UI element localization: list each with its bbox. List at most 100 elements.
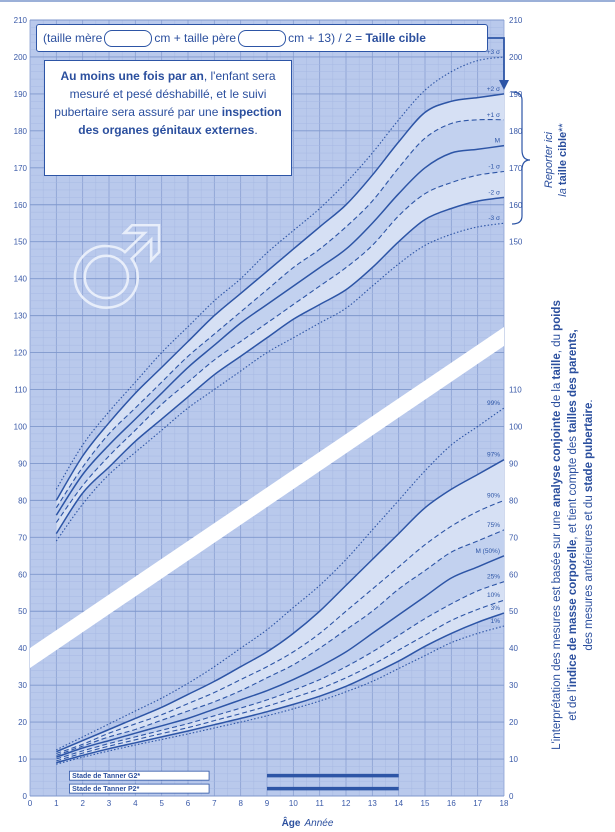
note-bold-2: inspection des organes génitaux externes: [78, 105, 282, 137]
reporter-line-1: Reporter ici: [543, 131, 555, 188]
top-rule: [0, 0, 615, 2]
weight-curve: [56, 499, 505, 755]
x-axis: 0 1 2 3 4 5 6 7 8 9 10 11 12 13 14 15 16 17 18: [28, 799, 509, 808]
tanner-label: Stade de Tanner G2*: [72, 773, 140, 780]
x-tick-label: 2: [80, 799, 85, 808]
y-tick-right-weight: 80: [509, 496, 518, 505]
height-curves: [55, 56, 505, 542]
weight-series-label: M (50%): [475, 548, 500, 555]
y-tick-label: 180: [14, 127, 28, 136]
x-tick-label: 17: [473, 799, 482, 808]
x-tick-label: 13: [368, 799, 377, 808]
height-curve: [55, 93, 505, 501]
height-curve: [55, 170, 505, 523]
interp-2b: indice de masse corporelle: [567, 540, 579, 688]
height-series-label: +3 σ: [487, 49, 500, 56]
interp-2a: et de l': [567, 687, 579, 721]
tanner-label-box: [69, 783, 210, 794]
y-tick-right-weight: 70: [509, 533, 518, 542]
x-tick-label: 0: [28, 799, 33, 808]
y-tick-right-weight: 100: [509, 422, 523, 431]
note-text-1: , l'enfant sera mesuré et pesé déshabill…: [54, 69, 276, 119]
formula-part-2: cm + taille père: [154, 31, 237, 45]
target-height-arrowhead: [499, 80, 509, 90]
interp-3b: stade pubertaire: [583, 403, 595, 492]
x-tick-label: 10: [289, 799, 298, 808]
y-tick-label: 30: [18, 681, 27, 690]
height-band: [56, 119, 505, 523]
weight-curve: [56, 555, 505, 758]
formula-part-1: (taille mère: [43, 31, 103, 45]
y-axis-right: 150 160 170 180 190 200 210 0 10 20 30 40 50 60 70 80 90…: [509, 16, 523, 801]
x-tick-label: 4: [133, 799, 138, 808]
interp-2c: , et tient compte des: [567, 433, 579, 540]
y-tick-label: 130: [14, 312, 28, 321]
tanner-bars: Stade de Tanner G2* Stade de Tanner P2*: [69, 770, 399, 794]
height-series-label: -3 σ: [488, 215, 500, 222]
interpretation-note: L'interprétation des mesures est basée s…: [551, 300, 595, 750]
weight-series-label: 3%: [491, 605, 501, 612]
y-axis-left: 0 10 20 30 40 50 60 70 80 90 100 110 120 130 140 150 160…: [14, 16, 28, 801]
x-axis-unit: Année: [304, 818, 334, 829]
father-height-field[interactable]: [238, 29, 287, 47]
y-tick-label: 120: [14, 349, 28, 358]
svg-text:la taille cible**: la taille cible**: [557, 123, 569, 197]
x-tick-label: 6: [186, 799, 191, 808]
svg-text:L'interprétation des mesures e: L'interprétation des mesures est basée s…: [551, 300, 563, 750]
reporter-line-2-prefix: la: [557, 185, 569, 197]
y-tick-right-weight: 110: [509, 386, 522, 395]
interp-2d: tailles des parents,: [567, 329, 579, 433]
panel-separator-band: [30, 327, 504, 668]
weight-curve: [56, 612, 505, 764]
formula-result-label: Taille cible: [365, 31, 426, 45]
y-tick-label: 150: [14, 238, 28, 247]
male-symbol: ♂: [66, 203, 166, 333]
y-tick-label: 70: [18, 533, 27, 542]
x-axis-title: Âge: [281, 818, 301, 829]
target-height-brace: [511, 91, 531, 225]
interp-1f: poids: [551, 300, 563, 331]
svg-text:et de l'indice de masse corpor: et de l'indice de masse corporelle, et t…: [567, 329, 579, 721]
y-tick-right-height: 150: [509, 238, 523, 247]
height-curve: [55, 56, 505, 490]
weight-series-label: 10%: [487, 592, 500, 599]
y-tick-right-height: 210: [509, 16, 523, 25]
interp-1d: taille: [551, 353, 563, 379]
note-text-2: .: [254, 123, 258, 137]
weight-series-label: 25%: [487, 574, 500, 581]
y-tick-label: 50: [18, 607, 27, 616]
x-tick-label: 12: [342, 799, 351, 808]
y-tick-right-weight: 20: [509, 718, 518, 727]
interp-1b: analyse conjointe: [551, 411, 563, 508]
y-tick-label: 170: [14, 164, 28, 173]
y-tick-right-height: 190: [509, 90, 523, 99]
weight-curves: [56, 407, 505, 765]
mother-height-field[interactable]: [104, 29, 153, 47]
y-tick-right-weight: 40: [509, 644, 518, 653]
interp-1e: , du: [551, 331, 563, 353]
interp-3a: des mesures antérieures et du: [583, 492, 595, 651]
y-tick-right-height: 170: [509, 164, 523, 173]
y-tick-label: 10: [18, 755, 27, 764]
weight-curve: [56, 581, 505, 760]
x-tick-label: 18: [500, 799, 509, 808]
x-tick-label: 15: [421, 799, 430, 808]
y-tick-label: 100: [14, 422, 28, 431]
target-height-formula: (taille mère cm + taille père cm + 13) /…: [36, 24, 488, 52]
weight-series-label: 1%: [491, 618, 501, 625]
x-tick-label: 14: [394, 799, 403, 808]
y-tick-right-height: 160: [509, 201, 523, 210]
interp-1c: de la: [551, 379, 563, 410]
x-tick-label: 11: [316, 799, 325, 808]
y-tick-label: 40: [18, 644, 27, 653]
y-tick-label: 60: [18, 570, 27, 579]
y-tick-label: 160: [14, 201, 28, 210]
weight-curve: [56, 529, 505, 756]
target-height-arrow: [488, 37, 505, 80]
y-tick-label: 140: [14, 275, 28, 284]
reporter-line-2-bold: taille cible: [557, 132, 569, 185]
x-axis-label: Âge Année: [0, 818, 615, 832]
y-tick-right-weight: 0: [509, 792, 514, 801]
weight-bands: [56, 459, 505, 763]
height-curve: [55, 196, 505, 535]
